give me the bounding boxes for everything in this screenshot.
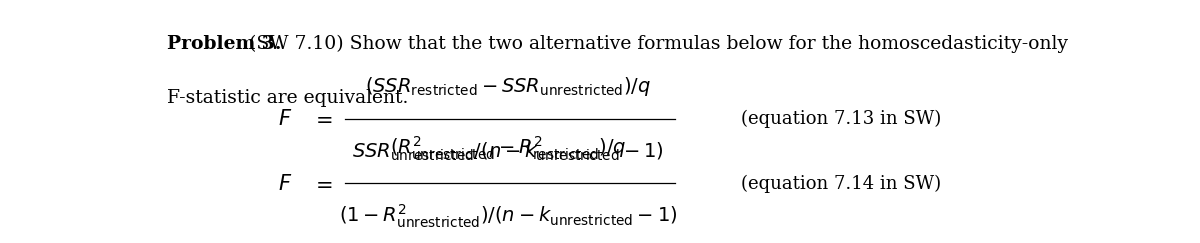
Text: $\mathit{(}R^{2}_{\mathrm{unrestricted}} - R^{2}_{\mathrm{restricted}}\mathit{)}: $\mathit{(}R^{2}_{\mathrm{unrestricted}}… bbox=[390, 134, 626, 162]
Text: $\mathit{SSR}_{\mathrm{unrestricted}}\mathit{/(}n - k_{\mathrm{unrestricted}} - : $\mathit{SSR}_{\mathrm{unrestricted}}\ma… bbox=[353, 140, 664, 163]
Text: F-statistic are equivalent.: F-statistic are equivalent. bbox=[167, 89, 408, 107]
Text: $\mathit{(SSR}_{\mathrm{restricted}}-\mathit{SSR}_{\mathrm{unrestricted}}\mathit: $\mathit{(SSR}_{\mathrm{restricted}}-\ma… bbox=[365, 75, 652, 98]
Text: $F$: $F$ bbox=[277, 174, 292, 193]
Text: $F$: $F$ bbox=[277, 109, 292, 129]
Text: $\mathit{(}1 - R^{2}_{\mathrm{unrestricted}}\mathit{)/(}n - k_{\mathrm{unrestric: $\mathit{(}1 - R^{2}_{\mathrm{unrestrict… bbox=[338, 203, 677, 230]
Text: $=$: $=$ bbox=[311, 174, 332, 193]
Text: (equation 7.13 in SW): (equation 7.13 in SW) bbox=[740, 110, 941, 128]
Text: Problem 3.: Problem 3. bbox=[167, 35, 281, 53]
Text: (equation 7.14 in SW): (equation 7.14 in SW) bbox=[740, 174, 941, 193]
Text: $=$: $=$ bbox=[311, 109, 332, 129]
Text: (SW 7.10) Show that the two alternative formulas below for the homoscedasticity-: (SW 7.10) Show that the two alternative … bbox=[242, 35, 1068, 53]
